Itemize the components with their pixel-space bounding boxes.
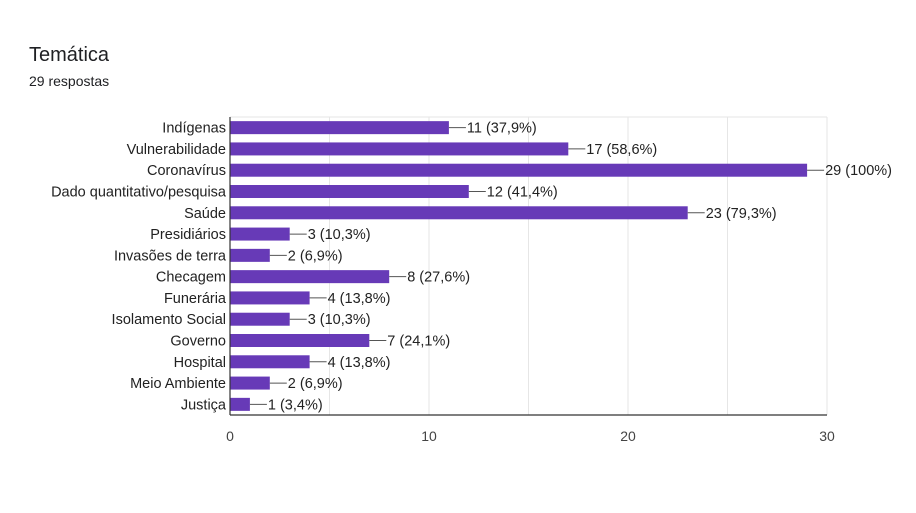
category-label: Checagem — [156, 270, 226, 286]
category-label: Justiça — [181, 397, 227, 413]
category-label: Hospital — [174, 355, 226, 371]
category-label: Saúde — [184, 206, 226, 222]
data-label: 12 (41,4%) — [487, 185, 558, 201]
category-label: Funerária — [164, 291, 227, 307]
data-label: 3 (10,3%) — [308, 227, 371, 243]
bar — [230, 206, 688, 220]
bar — [230, 185, 469, 198]
bar — [230, 376, 270, 390]
bar — [230, 142, 569, 156]
category-label: Invasões de terra — [114, 248, 227, 264]
bar — [230, 312, 290, 326]
x-tick-label: 30 — [819, 428, 835, 444]
chart-title: Temática — [29, 44, 110, 66]
category-label: Meio Ambiente — [130, 376, 226, 392]
category-label: Coronavírus — [147, 163, 226, 179]
data-label: 29 (100%) — [825, 163, 892, 179]
x-tick-label: 0 — [226, 428, 234, 444]
data-label: 3 (10,3%) — [308, 312, 371, 328]
bar — [230, 397, 250, 411]
bar — [230, 163, 808, 177]
data-label: 17 (58,6%) — [586, 142, 657, 158]
x-tick-label: 10 — [421, 428, 437, 444]
data-label: 23 (79,3%) — [706, 206, 777, 222]
category-label: Vulnerabilidade — [127, 142, 226, 158]
bar — [230, 291, 310, 305]
bar — [230, 334, 370, 347]
category-label: Governo — [170, 334, 226, 350]
category-label: Dado quantitativo/pesquisa — [51, 185, 227, 201]
bar — [230, 227, 290, 241]
data-label: 8 (27,6%) — [407, 270, 470, 286]
bar — [230, 270, 390, 284]
bar — [230, 355, 310, 369]
data-label: 1 (3,4%) — [268, 397, 323, 413]
category-label: Isolamento Social — [112, 312, 226, 328]
category-label: Presidiários — [150, 227, 226, 243]
data-label: 7 (24,1%) — [387, 334, 450, 350]
response-count: 29 respostas — [29, 73, 110, 89]
data-label: 2 (6,9%) — [288, 376, 343, 392]
category-label: Indígenas — [162, 121, 226, 137]
data-label: 4 (13,8%) — [328, 355, 391, 371]
data-label: 2 (6,9%) — [288, 248, 343, 264]
bar — [230, 248, 270, 262]
data-label: 11 (37,9%) — [467, 121, 537, 137]
x-tick-label: 20 — [620, 428, 636, 444]
bar — [230, 121, 449, 135]
data-label: 4 (13,8%) — [328, 291, 391, 307]
